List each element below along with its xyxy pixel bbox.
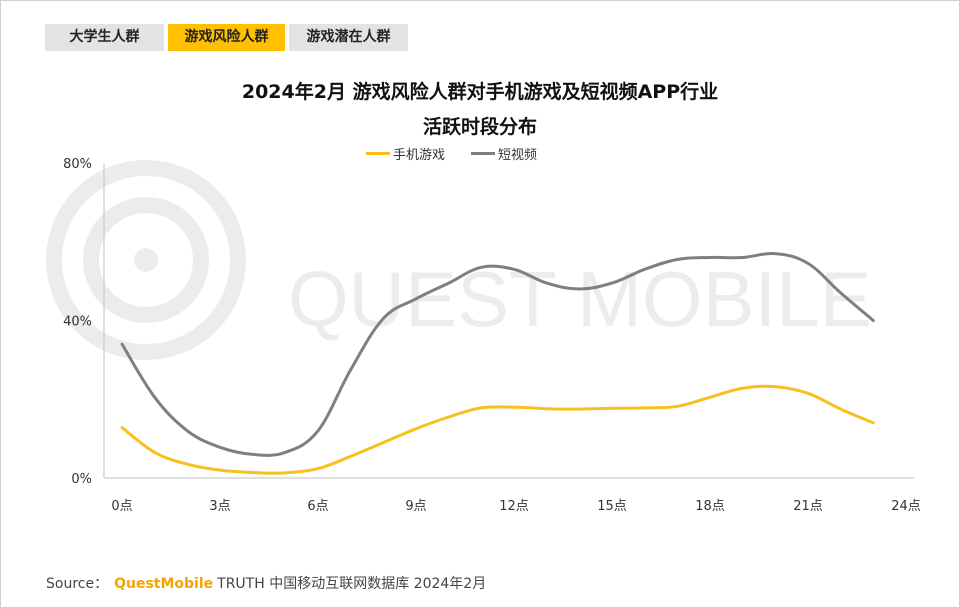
y-tick-label: 40% xyxy=(63,315,92,330)
x-tick-label: 9点 xyxy=(405,499,426,514)
legend-item-mobile-games: 手机游戏 xyxy=(366,144,445,163)
y-axis-ticks: 0% 40% 80% xyxy=(63,157,92,487)
y-tick-label: 80% xyxy=(63,157,92,172)
y-tick-label: 0% xyxy=(71,472,92,487)
audience-tabs: 大学生人群 游戏风险人群 游戏潜在人群 xyxy=(45,24,408,51)
source-text: TRUTH 中国移动互联网数据库 2024年2月 xyxy=(217,576,487,592)
series-lines xyxy=(120,251,875,475)
chart-title-line1: 2024年2月 游戏风险人群对手机游戏及短视频APP行业 xyxy=(241,81,719,103)
x-tick-label: 3点 xyxy=(209,499,230,514)
source-prefix: Source： xyxy=(46,576,109,592)
legend-label-mobile-games: 手机游戏 xyxy=(393,148,446,163)
x-axis-ticks: 0点 3点 6点 9点 12点 15点 18点 21点 24点 xyxy=(111,499,920,514)
tab-game-risk-group[interactable]: 游戏风险人群 xyxy=(168,24,285,51)
series-line-short-video xyxy=(120,251,875,457)
x-tick-label: 15点 xyxy=(597,499,627,514)
legend-item-short-video: 短视频 xyxy=(471,144,537,163)
legend-label-short-video: 短视频 xyxy=(498,148,538,163)
chart-legend: 手机游戏 短视频 xyxy=(366,144,563,163)
tab-college-students[interactable]: 大学生人群 xyxy=(45,24,164,51)
tab-game-potential-group[interactable]: 游戏潜在人群 xyxy=(289,24,408,51)
x-tick-label: 12点 xyxy=(499,499,529,514)
x-tick-label: 6点 xyxy=(307,499,328,514)
legend-swatch-short-video xyxy=(471,152,496,155)
source-note: Source： QuestMobile TRUTH 中国移动互联网数据库 202… xyxy=(46,573,486,593)
x-tick-label: 18点 xyxy=(695,499,725,514)
x-tick-label: 21点 xyxy=(793,499,823,514)
source-brand: QuestMobile xyxy=(114,576,214,592)
legend-swatch-mobile-games xyxy=(366,152,390,155)
x-tick-label: 24点 xyxy=(891,499,921,514)
x-tick-label: 0点 xyxy=(111,499,132,514)
watermark-logo: QUEST MOBILE xyxy=(46,160,872,360)
chart-title-line2: 活跃时段分布 xyxy=(422,116,537,138)
watermark-text: QUEST MOBILE xyxy=(288,255,872,343)
series-line-mobile-games xyxy=(120,384,875,475)
